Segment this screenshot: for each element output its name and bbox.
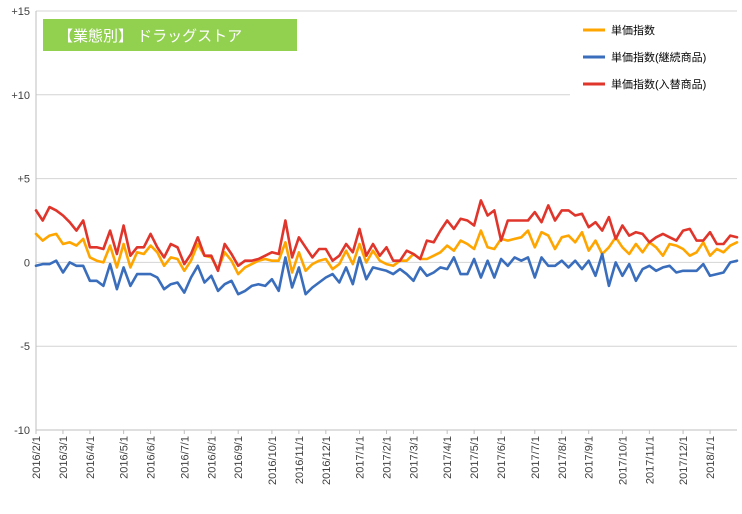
- chart-title: 【業態別】 ドラッグストア: [58, 28, 242, 45]
- series-lines: [34, 199, 739, 296]
- legend-label: 単価指数: [611, 23, 655, 37]
- y-tick-label: 0: [24, 257, 30, 269]
- x-tick-label: 2017/8/1: [557, 436, 569, 479]
- x-tick-label: 2017/9/1: [584, 436, 596, 479]
- x-tick-label: 2017/12/1: [678, 436, 690, 485]
- legend-label: 単価指数(継続商品): [611, 50, 706, 64]
- y-tick-label: +10: [11, 90, 30, 102]
- x-tick-label: 2017/3/1: [408, 436, 420, 479]
- x-tick-label: 2016/10/1: [267, 436, 279, 485]
- x-tick-label: 2016/6/1: [146, 436, 158, 479]
- x-tick-label: 2017/2/1: [382, 436, 394, 479]
- gridlines: [35, 10, 737, 431]
- x-tick-label: 2017/5/1: [469, 436, 481, 479]
- x-tick-label: 2016/9/1: [233, 436, 245, 479]
- series-line-2: [34, 199, 739, 273]
- y-axis-ticks: -10 -5 0 +5 +10 +15: [11, 6, 30, 437]
- chart-title-box: 【業態別】 ドラッグストア: [43, 19, 297, 51]
- y-tick-label: +15: [11, 6, 30, 18]
- chart-title-background: [43, 19, 297, 51]
- x-tick-label: 2017/4/1: [442, 436, 454, 479]
- x-tick-label: 2017/6/1: [496, 436, 508, 479]
- x-tick-label: 2017/10/1: [617, 436, 629, 485]
- x-tick-label: 2016/4/1: [85, 436, 97, 479]
- x-tick-label: 2017/1/1: [355, 436, 367, 479]
- series-line-1: [34, 252, 739, 296]
- x-tick-label: 2016/7/1: [179, 436, 191, 479]
- y-tick-label: -5: [20, 341, 30, 353]
- y-tick-label: +5: [17, 174, 30, 186]
- x-tick-label: 2017/7/1: [530, 436, 542, 479]
- x-tick-label: 2016/3/1: [58, 436, 70, 479]
- x-axis-ticks: 2016/2/1 2016/3/1 2016/4/1 2016/5/1 2016/6/1…: [31, 430, 717, 485]
- x-tick-label: 2018/1/1: [705, 436, 717, 479]
- legend-label: 単価指数(入替商品): [611, 77, 706, 91]
- x-tick-label: 2016/8/1: [206, 436, 218, 479]
- x-tick-label: 2016/2/1: [31, 436, 43, 479]
- x-tick-label: 2016/12/1: [321, 436, 333, 485]
- x-tick-label: 2017/11/1: [644, 436, 656, 484]
- y-tick-label: -10: [14, 425, 30, 437]
- x-tick-label: 2016/5/1: [119, 436, 131, 479]
- x-tick-label: 2016/11/1: [294, 436, 306, 484]
- series-line-0: [34, 229, 739, 276]
